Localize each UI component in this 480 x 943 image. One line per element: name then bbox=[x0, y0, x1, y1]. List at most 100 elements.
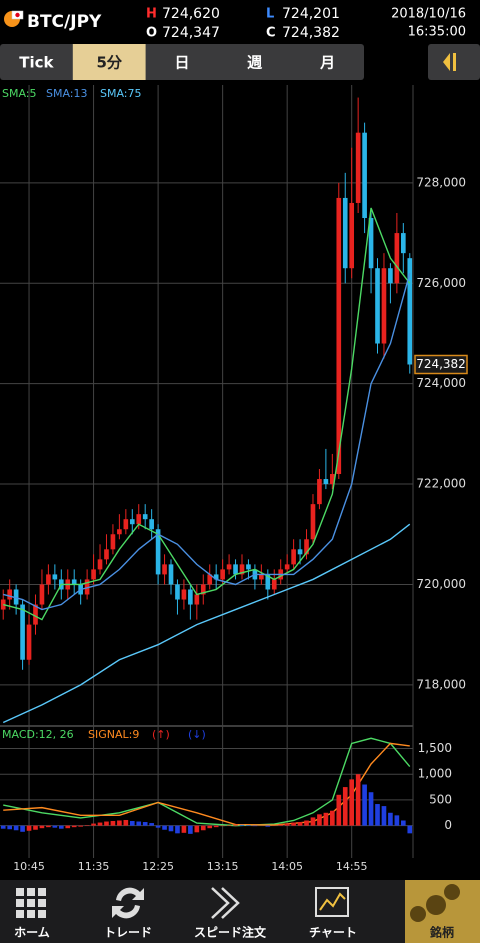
candle-body bbox=[71, 579, 77, 585]
current-price-box bbox=[414, 354, 468, 375]
current-price-label: 724,382 bbox=[416, 357, 466, 371]
histogram-bar bbox=[310, 817, 316, 826]
candle-body bbox=[388, 268, 393, 284]
candle-body bbox=[194, 594, 200, 605]
histogram-bar bbox=[220, 825, 225, 827]
histogram-bar bbox=[20, 825, 25, 832]
candle-body bbox=[39, 584, 45, 605]
price-value: 724,620 bbox=[162, 6, 220, 22]
histogram-bar bbox=[46, 825, 51, 828]
nav-label[interactable]: チャート bbox=[309, 926, 357, 940]
histogram-bar bbox=[188, 825, 193, 834]
histogram-bar bbox=[362, 784, 367, 826]
candle-body bbox=[7, 589, 13, 600]
candle-body bbox=[355, 132, 361, 203]
coin-icon-a bbox=[426, 895, 446, 915]
tab[interactable]: 月 bbox=[319, 54, 335, 72]
nav-label[interactable]: トレード bbox=[104, 926, 152, 940]
histogram-bar bbox=[291, 822, 296, 826]
indicator-line bbox=[3, 273, 411, 611]
y-tick-label: 722,000 bbox=[416, 477, 466, 491]
candle-body bbox=[181, 589, 187, 600]
tab[interactable]: 5分 bbox=[96, 54, 122, 72]
speed-order-icon bbox=[211, 887, 240, 919]
candle-body bbox=[291, 549, 296, 565]
candle-body bbox=[297, 549, 303, 555]
candle-body bbox=[362, 132, 367, 219]
candle-body bbox=[368, 218, 374, 269]
candle-body bbox=[104, 549, 109, 560]
histogram-bar bbox=[297, 822, 303, 826]
y-tick-label: 724,000 bbox=[416, 376, 466, 390]
price-tag: C bbox=[266, 26, 276, 41]
histogram-bar bbox=[252, 825, 258, 827]
histogram-bar bbox=[284, 823, 290, 826]
candle-body bbox=[375, 268, 380, 344]
histogram-bar bbox=[110, 821, 116, 826]
y-tick-label: 726,000 bbox=[416, 276, 466, 290]
flag-dot bbox=[15, 12, 20, 18]
candle-body bbox=[168, 564, 174, 585]
candle-body bbox=[13, 589, 19, 605]
legend-entry: SIGNAL:9 bbox=[88, 728, 139, 741]
histogram-bar bbox=[233, 824, 238, 826]
histogram-bar bbox=[246, 825, 251, 826]
indicator-line bbox=[3, 742, 410, 826]
nav-label[interactable]: スピード注文 bbox=[194, 925, 267, 940]
histogram-bar bbox=[400, 820, 406, 826]
tab[interactable]: 週 bbox=[247, 54, 262, 72]
candle-body bbox=[226, 564, 232, 570]
candle-body bbox=[265, 574, 271, 590]
chart-icon-line bbox=[319, 892, 346, 911]
legend-entry: SMA:5 bbox=[2, 87, 37, 100]
candle-body bbox=[407, 258, 413, 365]
nav-label[interactable]: ホーム bbox=[14, 926, 50, 940]
candle-body bbox=[381, 268, 387, 344]
candle-body bbox=[271, 579, 277, 590]
candle-body bbox=[330, 474, 335, 485]
histogram-bar bbox=[7, 825, 13, 830]
histogram-bar bbox=[342, 787, 348, 826]
candle-body bbox=[342, 197, 348, 269]
histogram-bar bbox=[407, 825, 413, 834]
histogram-bar bbox=[123, 819, 129, 826]
histogram-bar bbox=[368, 792, 374, 826]
histogram-bar bbox=[149, 823, 154, 826]
tab[interactable]: Tick bbox=[19, 54, 54, 72]
histogram-bar bbox=[26, 825, 32, 831]
candle-body bbox=[20, 604, 25, 660]
candle-body bbox=[233, 564, 238, 575]
tab[interactable]: 日 bbox=[174, 54, 189, 72]
candle-body bbox=[136, 514, 142, 525]
y-tick-label: 1,000 bbox=[418, 767, 452, 781]
candle-body bbox=[149, 519, 154, 530]
indicator-line bbox=[3, 737, 411, 827]
histogram-bar bbox=[265, 825, 271, 827]
candle-body bbox=[323, 479, 329, 485]
histogram-bar bbox=[278, 824, 284, 826]
candle-body bbox=[336, 197, 342, 475]
candle-body bbox=[123, 519, 129, 530]
candle-body bbox=[259, 574, 264, 580]
histogram-bar bbox=[97, 822, 103, 826]
indicator-line bbox=[2, 523, 411, 724]
histogram-bar bbox=[355, 774, 361, 826]
candle-body bbox=[26, 624, 32, 660]
histogram-bar bbox=[304, 820, 309, 826]
x-tick-label: 14:05 bbox=[271, 860, 303, 873]
histogram-bar bbox=[142, 822, 148, 826]
histogram-bar bbox=[175, 825, 180, 834]
x-tick-label: 13:15 bbox=[207, 860, 239, 873]
y-tick-label: 720,000 bbox=[416, 577, 466, 591]
legend-entry: MACD:12, 26 bbox=[2, 728, 74, 741]
candle-body bbox=[400, 233, 406, 254]
candle-body bbox=[110, 534, 116, 550]
price-tag: H bbox=[146, 7, 157, 22]
legend-entry: SMA:75 bbox=[100, 87, 142, 100]
nav-label[interactable]: 銘柄 bbox=[429, 925, 454, 940]
histogram-bar bbox=[78, 825, 83, 827]
collapse-bar bbox=[453, 53, 456, 71]
histogram-bar bbox=[226, 825, 232, 826]
